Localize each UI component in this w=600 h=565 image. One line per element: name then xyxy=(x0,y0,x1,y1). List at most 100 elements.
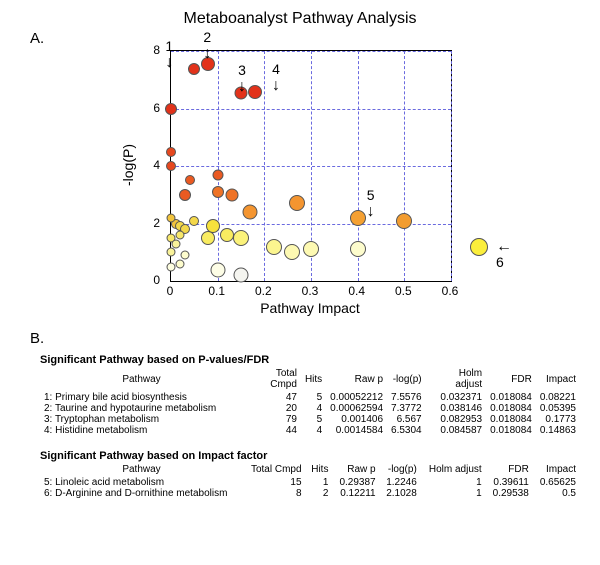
plot-area xyxy=(170,50,452,282)
table-cell: 2.1028 xyxy=(380,488,421,499)
data-point xyxy=(248,85,262,99)
table-cell: 0.12211 xyxy=(332,488,379,499)
y-tick-label: 6 xyxy=(120,101,160,115)
grid-horizontal xyxy=(171,109,451,110)
table-cell: 79 xyxy=(243,414,301,425)
column-header: Hits xyxy=(306,464,333,477)
table-cell: 20 xyxy=(243,403,301,414)
table-cell: 0.14863 xyxy=(536,425,580,436)
data-point xyxy=(167,248,176,257)
column-header: FDR xyxy=(486,368,536,392)
table-cell: 1 xyxy=(421,477,486,488)
callout-6: ← 6 xyxy=(496,238,512,270)
data-point xyxy=(167,262,176,271)
data-point xyxy=(289,195,305,211)
table2: PathwayTotal CmpdHitsRaw p-log(p)Holm ad… xyxy=(40,464,580,499)
column-header: Total Cmpd xyxy=(243,464,306,477)
y-tick-label: 8 xyxy=(120,43,160,57)
panel-a-label: A. xyxy=(30,30,44,47)
grid-vertical xyxy=(451,51,452,281)
data-point xyxy=(303,241,319,257)
table-cell: 0.001406 xyxy=(326,414,387,425)
table-cell: 4 xyxy=(301,425,326,436)
table-cell: 1.2246 xyxy=(380,477,421,488)
table-row: 5: Linoleic acid metabolism1510.293871.2… xyxy=(40,477,580,488)
table-row: 2: Taurine and hypotaurine metabolism204… xyxy=(40,403,580,414)
y-tick-label: 2 xyxy=(120,216,160,230)
data-point xyxy=(185,175,195,185)
data-point xyxy=(233,230,249,246)
data-point xyxy=(188,63,200,75)
table-cell: 0.038146 xyxy=(426,403,487,414)
data-point xyxy=(176,259,185,268)
table-cell: 0.018084 xyxy=(486,414,536,425)
callout-2: 2↓ xyxy=(203,29,211,61)
column-header: Impact xyxy=(536,368,580,392)
data-point xyxy=(176,231,185,240)
table-cell: 0.00052212 xyxy=(326,392,387,403)
table-row: 4: Histidine metabolism4440.00145846.530… xyxy=(40,425,580,436)
callout-1: 1↓ xyxy=(165,38,173,70)
x-tick-label: 0.6 xyxy=(442,284,459,298)
column-header: Pathway xyxy=(40,368,243,392)
panel-b-label: B. xyxy=(30,330,44,347)
table-row: 1: Primary bile acid biosynthesis4750.00… xyxy=(40,392,580,403)
callout-5: 5↓ xyxy=(367,187,375,219)
arrow-down-icon: ↓ xyxy=(165,58,173,68)
table-cell: 0.29538 xyxy=(486,488,533,499)
table-cell: 0.084587 xyxy=(426,425,487,436)
x-tick-label: 0.2 xyxy=(255,284,272,298)
data-point xyxy=(225,188,238,201)
data-point xyxy=(167,213,176,222)
table-cell: 0.018084 xyxy=(486,392,536,403)
column-header: Total Cmpd xyxy=(243,368,301,392)
table-cell: 4 xyxy=(301,403,326,414)
table-cell: 0.65625 xyxy=(533,477,580,488)
grid-horizontal xyxy=(171,51,451,52)
y-tick-label: 4 xyxy=(120,158,160,172)
table-cell: 7.5576 xyxy=(387,392,426,403)
table-cell: 0.018084 xyxy=(486,425,536,436)
data-point xyxy=(243,205,258,220)
data-point xyxy=(181,251,190,260)
table-cell: 0.08221 xyxy=(536,392,580,403)
column-header: Hits xyxy=(301,368,326,392)
table-cell: 6: D-Arginine and D-ornithine metabolism xyxy=(40,488,243,499)
figure-title: Metaboanalyst Pathway Analysis xyxy=(0,10,600,28)
tables-section: Significant Pathway based on P-values/FD… xyxy=(40,348,580,499)
table-cell: 4: Histidine metabolism xyxy=(40,425,243,436)
table-cell: 2 xyxy=(306,488,333,499)
column-header: Raw p xyxy=(326,368,387,392)
table1-title: Significant Pathway based on P-values/FD… xyxy=(40,354,580,366)
column-header: FDR xyxy=(486,464,533,477)
table-cell: 0.082953 xyxy=(426,414,487,425)
table-row: 6: D-Arginine and D-ornithine metabolism… xyxy=(40,488,580,499)
data-point xyxy=(171,239,180,248)
data-point xyxy=(212,169,223,180)
table-cell: 1: Primary bile acid biosynthesis xyxy=(40,392,243,403)
data-point xyxy=(210,262,225,277)
table-cell: 6.5304 xyxy=(387,425,426,436)
column-header: Raw p xyxy=(332,464,379,477)
data-point xyxy=(266,239,282,255)
table1: PathwayTotal CmpdHitsRaw p-log(p)Holm ad… xyxy=(40,368,580,436)
data-point xyxy=(166,161,176,171)
table-cell: 44 xyxy=(243,425,301,436)
table-cell: 0.5 xyxy=(533,488,580,499)
column-header: Impact xyxy=(533,464,580,477)
data-point xyxy=(212,186,224,198)
arrow-down-icon: ↓ xyxy=(203,49,211,59)
table-cell: 0.00062594 xyxy=(326,403,387,414)
data-point xyxy=(470,238,488,256)
table-cell: 1 xyxy=(421,488,486,499)
x-tick-label: 0.5 xyxy=(395,284,412,298)
arrow-down-icon: ↓ xyxy=(272,81,280,91)
table-cell: 2: Taurine and hypotaurine metabolism xyxy=(40,403,243,414)
x-tick-label: 0.1 xyxy=(208,284,225,298)
table-cell: 0.1773 xyxy=(536,414,580,425)
x-axis-label: Pathway Impact xyxy=(260,300,360,316)
column-header: -log(p) xyxy=(380,464,421,477)
table-cell: 5 xyxy=(301,414,326,425)
arrow-down-icon: ↓ xyxy=(238,82,246,92)
x-tick-label: 0 xyxy=(167,284,174,298)
